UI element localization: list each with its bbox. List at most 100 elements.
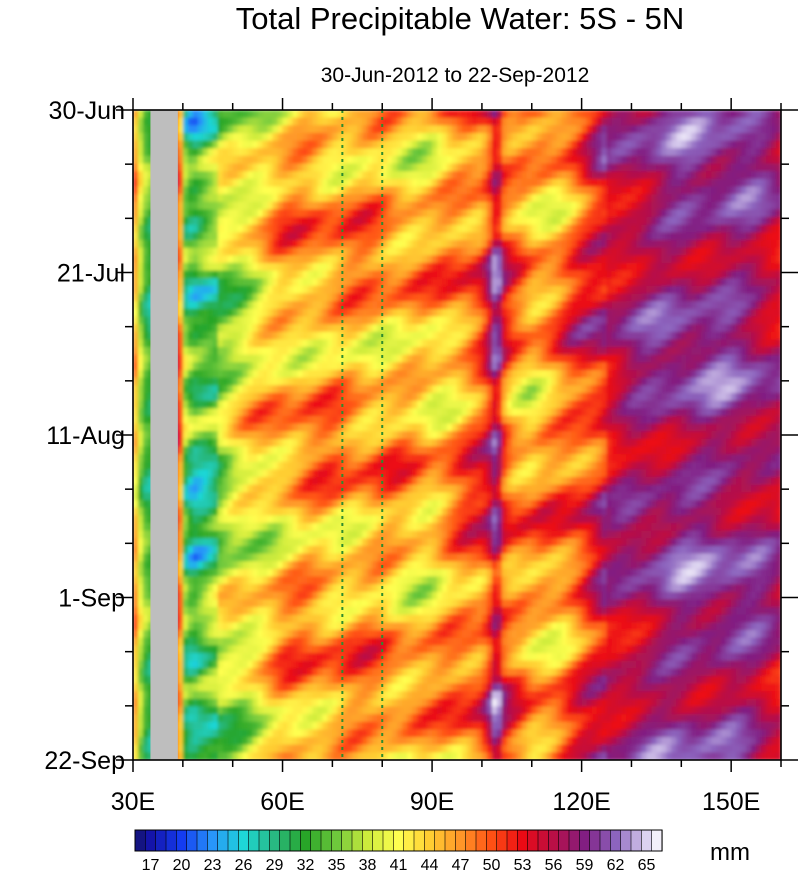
heatmap-cell xyxy=(227,293,234,302)
heatmap-cell xyxy=(691,278,697,287)
heatmap-cell xyxy=(776,132,781,142)
heatmap-cell xyxy=(322,354,328,363)
heatmap-cell xyxy=(337,201,343,211)
heatmap-cell xyxy=(696,347,702,356)
heatmap-cell xyxy=(611,140,618,149)
heatmap-cell xyxy=(721,278,727,287)
heatmap-cell xyxy=(302,392,309,402)
heatmap-cell xyxy=(531,178,538,188)
heatmap-cell xyxy=(302,178,309,188)
heatmap-cell xyxy=(232,285,239,295)
heatmap-cell xyxy=(551,331,558,341)
heatmap-cell xyxy=(721,117,727,126)
heatmap-cell xyxy=(382,316,388,325)
heatmap-cell xyxy=(711,362,717,371)
heatmap-cell xyxy=(536,316,543,325)
heatmap-cell xyxy=(476,247,483,256)
heatmap-cell xyxy=(452,278,458,287)
heatmap-cell xyxy=(397,240,403,249)
heatmap-cell xyxy=(611,385,618,394)
heatmap-cell xyxy=(222,194,229,203)
heatmap-cell xyxy=(197,331,204,341)
heatmap-cell xyxy=(207,324,214,333)
heatmap-cell xyxy=(267,262,274,272)
heatmap-cell xyxy=(561,362,568,371)
heatmap-cell xyxy=(202,224,209,233)
heatmap-cell xyxy=(556,347,563,356)
heatmap-cell xyxy=(621,293,628,302)
heatmap-cell xyxy=(571,209,578,218)
heatmap-cell xyxy=(257,347,264,356)
heatmap-cell xyxy=(282,301,289,310)
heatmap-cell xyxy=(681,148,687,157)
heatmap-cell xyxy=(516,347,523,356)
heatmap-cell xyxy=(347,117,353,126)
heatmap-cell xyxy=(641,370,648,379)
heatmap-cell xyxy=(711,132,717,142)
heatmap-cell xyxy=(731,217,737,226)
heatmap-cell xyxy=(631,385,638,394)
heatmap-cell xyxy=(442,140,448,149)
heatmap-cell xyxy=(676,285,682,295)
heatmap-cell xyxy=(297,140,304,149)
heatmap-cell xyxy=(761,301,767,310)
heatmap-cell xyxy=(337,163,343,172)
heatmap-cell xyxy=(696,117,702,126)
heatmap-cell xyxy=(267,186,274,195)
heatmap-cell xyxy=(242,331,249,341)
heatmap-cell xyxy=(312,270,319,279)
heatmap-cell xyxy=(392,125,398,134)
heatmap-cell xyxy=(257,247,264,256)
heatmap-cell xyxy=(397,232,403,241)
heatmap-cell xyxy=(701,194,707,203)
heatmap-cell xyxy=(387,316,393,325)
heatmap-cell xyxy=(187,140,194,149)
heatmap-cell xyxy=(666,285,672,295)
heatmap-cell xyxy=(227,155,234,165)
heatmap-cell xyxy=(402,370,408,379)
heatmap-cell xyxy=(516,370,523,379)
heatmap-cell xyxy=(551,270,558,279)
heatmap-cell xyxy=(397,186,403,195)
heatmap-cell xyxy=(671,331,677,341)
heatmap-cell xyxy=(227,201,234,211)
heatmap-cell xyxy=(661,347,667,356)
heatmap-cell xyxy=(756,293,762,302)
heatmap-cell xyxy=(312,278,319,287)
heatmap-cell xyxy=(476,186,483,195)
heatmap-cell xyxy=(297,132,304,142)
heatmap-cell xyxy=(481,377,488,386)
heatmap-cell xyxy=(307,400,314,409)
heatmap-cell xyxy=(546,232,553,241)
heatmap-cell xyxy=(417,140,423,149)
heatmap-cell xyxy=(337,171,343,180)
heatmap-cell xyxy=(367,148,373,157)
heatmap-cell xyxy=(322,171,328,180)
heatmap-cell xyxy=(257,148,264,157)
heatmap-cell xyxy=(142,140,149,149)
heatmap-cell xyxy=(282,110,289,119)
heatmap-cell xyxy=(716,339,722,348)
heatmap-cell xyxy=(526,163,533,172)
heatmap-cell xyxy=(526,331,533,341)
heatmap-cell xyxy=(352,217,358,226)
heatmap-cell xyxy=(332,270,338,279)
heatmap-cell xyxy=(242,171,249,180)
heatmap-cell xyxy=(471,270,478,279)
heatmap-cell xyxy=(601,255,608,264)
heatmap-cell xyxy=(397,285,403,295)
heatmap-cell xyxy=(457,178,463,188)
heatmap-cell xyxy=(202,400,209,409)
heatmap-cell xyxy=(516,270,523,279)
heatmap-cell xyxy=(571,278,578,287)
heatmap-cell xyxy=(317,240,324,249)
heatmap-cell xyxy=(397,308,403,318)
heatmap-cell xyxy=(237,232,244,241)
heatmap-cell xyxy=(317,209,324,218)
heatmap-cell xyxy=(711,240,717,249)
heatmap-cell xyxy=(691,247,697,256)
heatmap-cell xyxy=(327,354,333,363)
heatmap-cell xyxy=(262,392,269,402)
heatmap-cell xyxy=(182,255,189,264)
heatmap-cell xyxy=(237,308,244,318)
